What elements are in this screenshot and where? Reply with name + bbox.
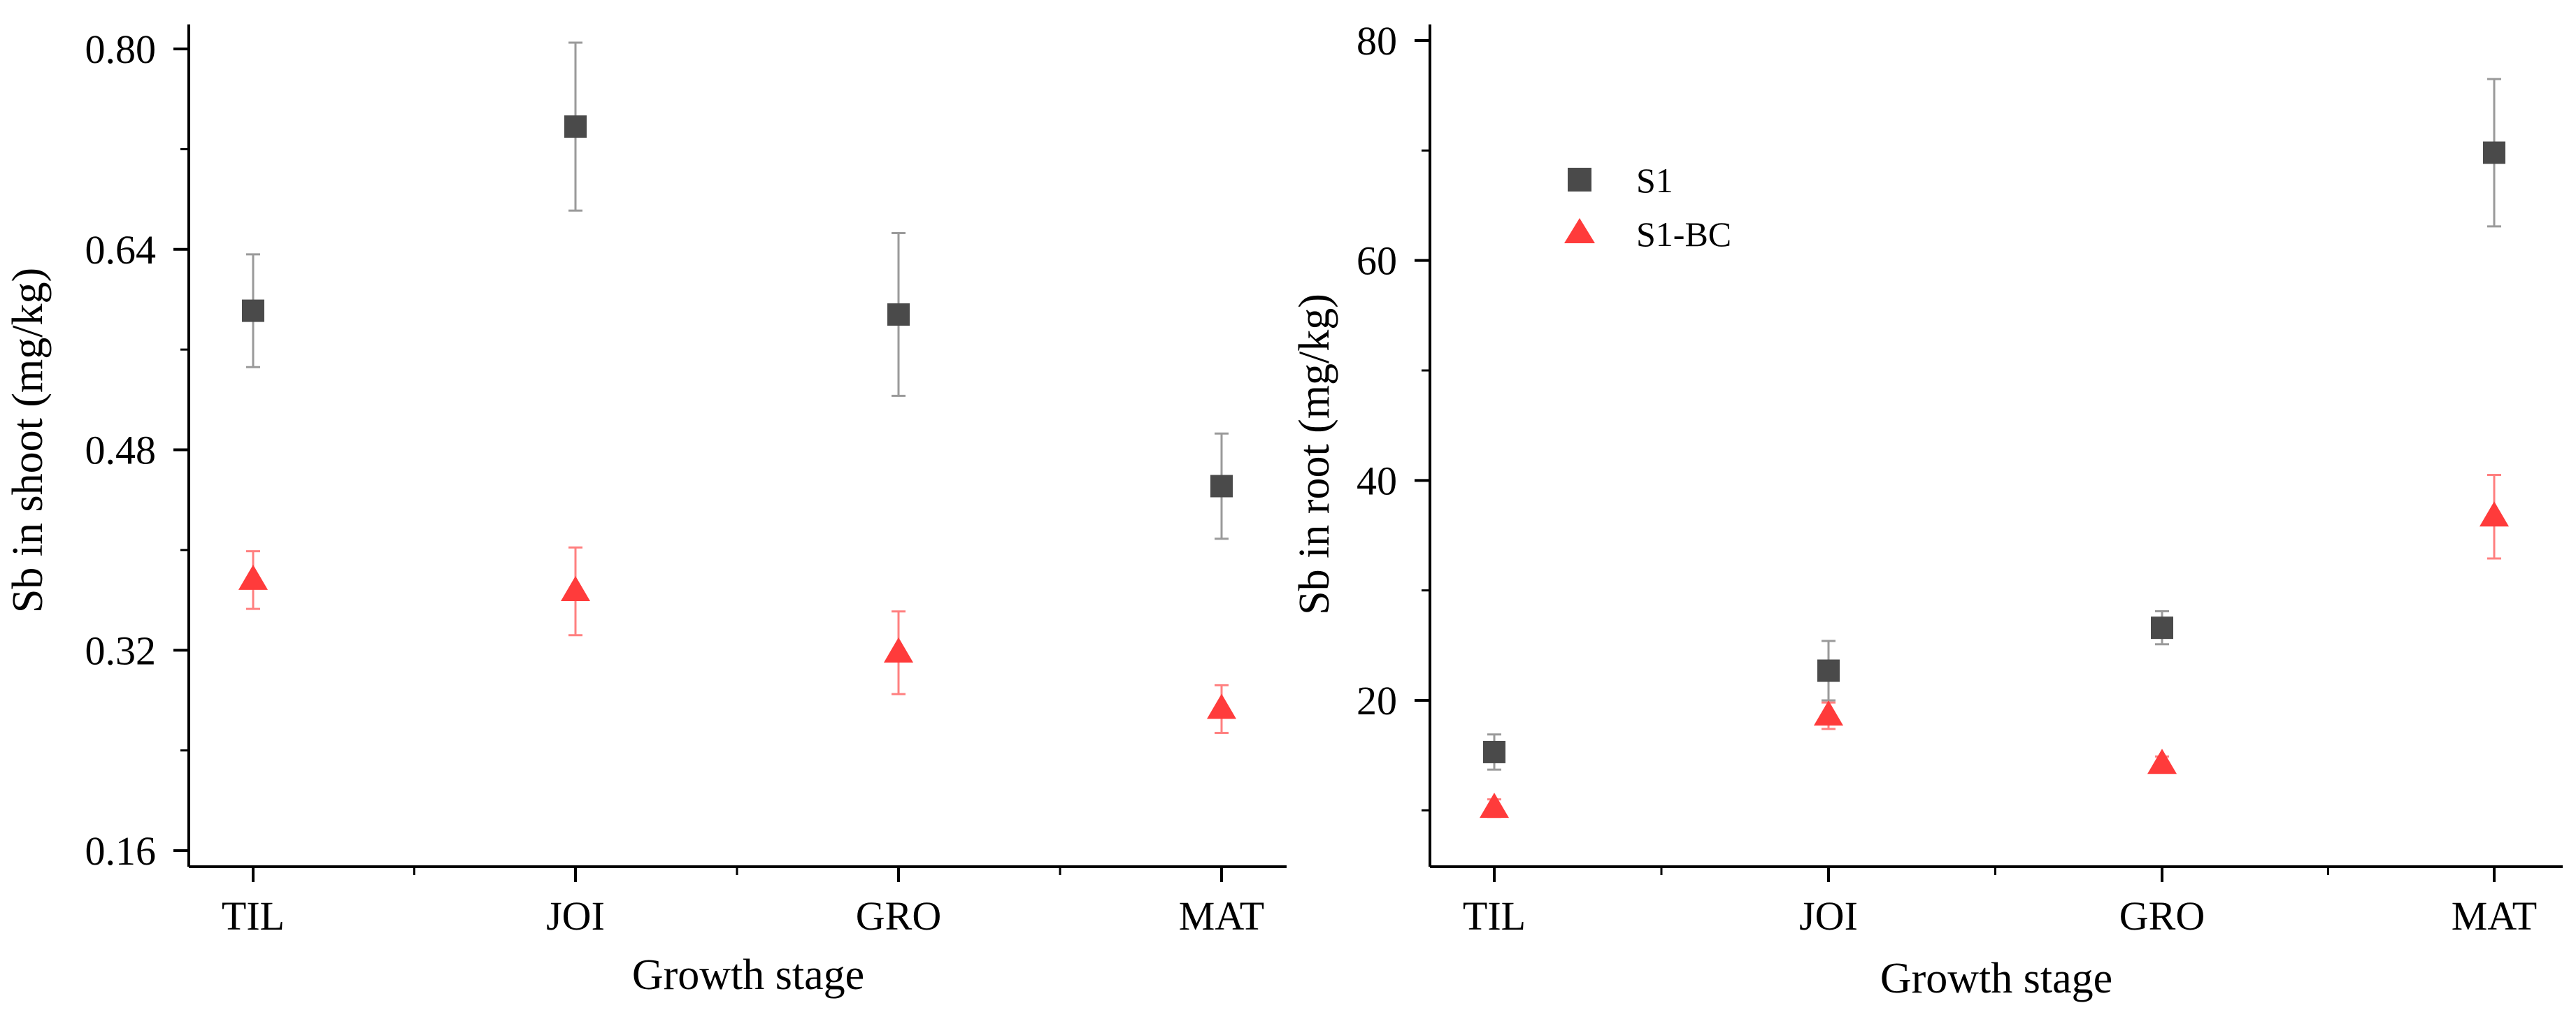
shoot-error-bars xyxy=(246,41,1229,735)
root-chart: 20 40 60 80 TIL JOI GRO MAT Growth stage Sb in… xyxy=(1291,18,2563,1002)
root-x-ticks: TIL JOI GRO MAT xyxy=(1463,867,2537,939)
shoot-y-tick-label: 0.32 xyxy=(85,628,157,673)
legend-marker-s1 xyxy=(1568,168,1591,192)
shoot-x-tick-label-joi: JOI xyxy=(546,893,605,939)
shoot-x-ticks: TIL JOI GRO MAT xyxy=(222,867,1264,939)
root-x-tick-label-mat: MAT xyxy=(2452,893,2537,939)
shoot-x-tick-label-gro: GRO xyxy=(856,893,941,939)
shoot-point-s1-til xyxy=(242,299,264,322)
shoot-point-s1-bc-mat xyxy=(1207,693,1236,719)
shoot-chart: 0.16 0.32 0.48 0.64 0.80 TIL JOI GRO MAT Growth… xyxy=(4,24,1287,999)
root-point-s1-bc-gro xyxy=(2147,749,2177,774)
root-x-axis-title: Growth stage xyxy=(1880,955,2112,1002)
root-y-axis-title: Sb in root (mg/kg) xyxy=(1291,294,1338,615)
shoot-x-tick-label-til: TIL xyxy=(222,893,285,939)
root-point-s1-joi xyxy=(1817,659,1840,682)
shoot-y-tick-label: 0.64 xyxy=(85,227,157,273)
shoot-y-tick-label: 0.48 xyxy=(85,428,157,473)
root-y-ticks: 20 40 60 80 xyxy=(1357,18,1430,812)
root-x-tick-label-joi: JOI xyxy=(1799,893,1858,939)
root-point-s1-bc-joi xyxy=(1814,700,1843,726)
shoot-point-s1-bc-gro xyxy=(884,637,913,663)
root-markers xyxy=(1480,141,2509,818)
root-x-tick-label-til: TIL xyxy=(1463,893,1526,939)
root-x-tick-label-gro: GRO xyxy=(2119,893,2205,939)
shoot-x-tick-label-mat: MAT xyxy=(1179,893,1264,939)
shoot-point-s1-joi xyxy=(564,115,587,138)
shoot-point-s1-mat xyxy=(1210,475,1233,498)
shoot-y-tick-label: 0.16 xyxy=(85,828,157,874)
root-point-s1-bc-mat xyxy=(2480,501,2509,527)
shoot-markers xyxy=(238,115,1236,719)
legend-label-s1: S1 xyxy=(1636,161,1673,200)
shoot-y-tick-label: 0.80 xyxy=(85,27,157,72)
root-y-tick-label: 80 xyxy=(1357,18,1397,64)
legend-marker-s1-bc xyxy=(1564,218,1595,243)
shoot-point-s1-bc-joi xyxy=(561,576,590,602)
root-y-tick-label: 60 xyxy=(1357,238,1397,284)
shoot-point-s1-bc-til xyxy=(238,564,268,590)
root-point-s1-gro xyxy=(2151,616,2173,640)
root-point-s1-bc-til xyxy=(1480,793,1509,818)
legend: S1 S1-BC xyxy=(1564,161,1731,254)
root-y-tick-label: 20 xyxy=(1357,678,1397,723)
root-point-s1-til xyxy=(1483,740,1505,763)
shoot-x-axis-title: Growth stage xyxy=(632,951,864,999)
shoot-y-ticks: 0.16 0.32 0.48 0.64 0.80 xyxy=(85,27,189,874)
root-y-tick-label: 40 xyxy=(1357,458,1397,503)
shoot-y-axis-title: Sb in shoot (mg/kg) xyxy=(4,268,52,613)
shoot-point-s1-gro xyxy=(887,303,910,326)
legend-label-s1-bc: S1-BC xyxy=(1636,215,1731,254)
root-point-s1-mat xyxy=(2483,141,2505,164)
